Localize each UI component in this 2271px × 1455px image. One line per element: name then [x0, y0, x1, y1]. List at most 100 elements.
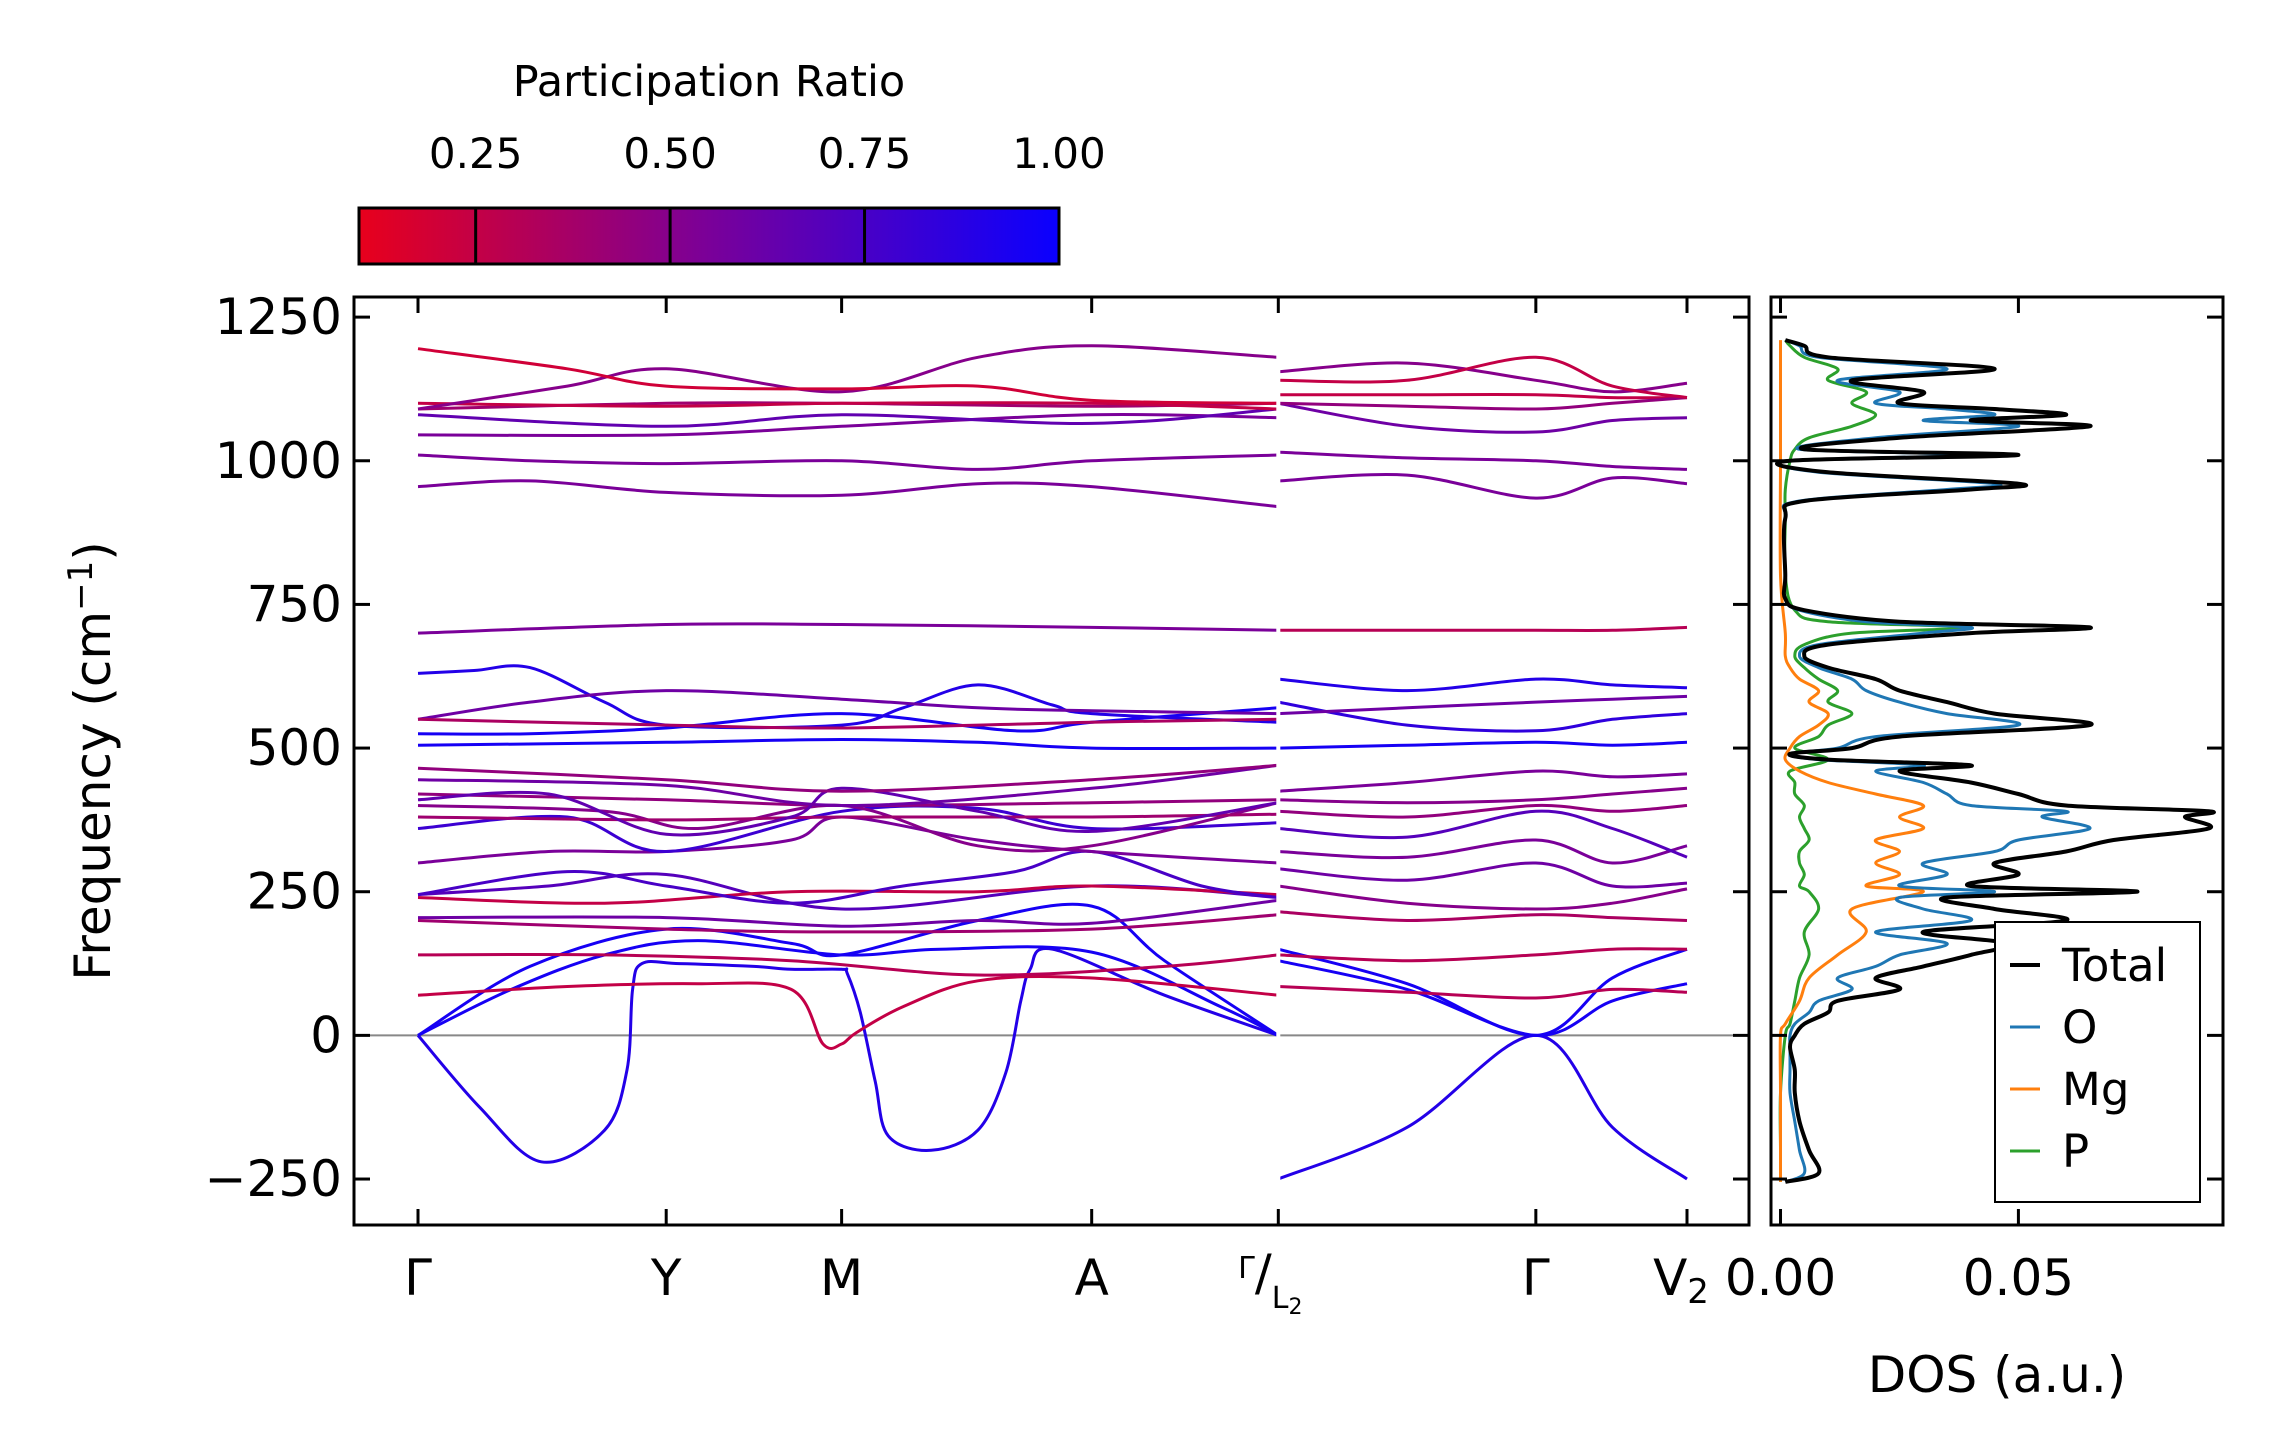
phonon-band	[1278, 677, 1688, 693]
phonon-band	[417, 849, 1279, 905]
phonon-band	[417, 689, 1279, 721]
k-label: Γ	[1522, 1249, 1550, 1307]
colorbar-gradient	[357, 206, 1061, 266]
colorbar: Participation Ratio 0.25 0.50 0.75 1.00	[357, 57, 1106, 266]
k-label: V	[1653, 1249, 1687, 1307]
main-axes-frame	[352, 295, 1751, 1227]
dos-axes-frame	[1769, 295, 2225, 1227]
dos-x-ticks: 0.00 0.05	[1725, 297, 2074, 1307]
legend-label-p: P	[2062, 1125, 2089, 1178]
phonon-band	[1277, 947, 1688, 1037]
legend-box	[1994, 921, 2201, 1203]
k-label: M	[820, 1249, 863, 1307]
phonon-band	[417, 347, 1279, 405]
dos-x-tick-label: 0.05	[1963, 1249, 2074, 1307]
segment-break	[1276, 299, 1281, 1223]
phonon-band	[1278, 786, 1688, 805]
main-k-labels: Γ Y M A Γ/L2Γ V2	[404, 297, 1709, 1320]
phonon-band	[1278, 450, 1688, 471]
phonon-band	[417, 453, 1279, 471]
colorbar-tick-label: 0.25	[429, 129, 523, 178]
phonon-band	[1278, 861, 1688, 889]
k-label: Γ	[404, 1249, 432, 1307]
y-tick-label: 1250	[215, 288, 342, 346]
k-label-pair: Γ/L2	[1238, 1244, 1302, 1320]
phonon-band	[1278, 809, 1688, 859]
phonon-band	[417, 401, 1279, 411]
dos-x-axis-label: DOS (a.u.)	[1868, 1346, 2127, 1404]
phonon-band	[417, 974, 1279, 1050]
phonon-band	[1278, 396, 1688, 411]
phonon-band	[417, 786, 1279, 837]
y-tick-label: 0	[310, 1006, 342, 1064]
dos-curve-total	[1775, 338, 2216, 1184]
k-label-b: L	[1272, 1281, 1289, 1316]
k-label-group: V2	[1653, 1249, 1709, 1312]
phonon-band	[416, 946, 1279, 1164]
dos-y-ticks	[1771, 315, 2223, 1181]
y-axis-label-exp: −1	[61, 561, 101, 611]
dos-legend: Total O Mg P	[1994, 921, 2201, 1203]
y-tick-label: 1000	[215, 432, 342, 490]
k-label: Γ	[1238, 1251, 1255, 1286]
legend-label-o: O	[2062, 1001, 2097, 1054]
phonon-band	[1278, 985, 1688, 1000]
k-label-sub: 2	[1687, 1272, 1709, 1312]
k-label-separator: /	[1255, 1244, 1272, 1302]
phonon-band	[417, 913, 1279, 934]
y-axis-label-close: )	[64, 541, 122, 561]
dos-curve-mg	[1778, 340, 1925, 1182]
phonon-bands	[354, 299, 1749, 1223]
phonon-band	[1278, 769, 1688, 793]
phonon-band	[1278, 884, 1688, 911]
colorbar-title: Participation Ratio	[513, 57, 906, 107]
phonon-band	[417, 884, 1279, 905]
phonon-band	[1278, 355, 1688, 400]
phonon-band	[417, 412, 1279, 438]
phonon-band	[417, 479, 1279, 509]
phonon-band	[1278, 472, 1688, 500]
phonon-band	[1278, 625, 1688, 633]
y-tick-label: 500	[247, 719, 342, 777]
legend-label-total: Total	[2061, 939, 2167, 992]
dos-curve-p	[1778, 339, 1973, 1182]
phonon-band	[1278, 740, 1688, 750]
dos-x-tick-label: 0.00	[1725, 1249, 1836, 1307]
phonon-band	[417, 804, 1279, 854]
k-label: Y	[650, 1249, 682, 1307]
phonon-band	[1278, 947, 1688, 963]
phonon-band	[417, 717, 1279, 730]
phonon-band	[1278, 401, 1688, 434]
k-label: A	[1075, 1249, 1109, 1307]
phonon-band	[417, 815, 1279, 865]
phonon-band	[417, 738, 1279, 750]
phonon-band	[1278, 361, 1688, 394]
y-tick-label: 750	[247, 575, 342, 633]
y-tick-label: −250	[205, 1150, 342, 1208]
phonon-band	[417, 622, 1279, 635]
phonon-band	[1278, 392, 1688, 400]
phonon-band	[417, 898, 1279, 928]
main-y-ticks: −250 0 250 500 750 1000 1250	[205, 288, 1749, 1208]
dos-plot: 0.00 0.05 DOS (a.u.) Total O Mg P	[1725, 295, 2225, 1404]
k-label-b-sub: 2	[1288, 1295, 1302, 1320]
phonon-band	[1278, 910, 1688, 923]
phonon-band	[1278, 700, 1688, 733]
phonon-band	[417, 407, 1279, 428]
phonon-band	[417, 812, 1279, 822]
phonon-band	[417, 953, 1279, 977]
phonon-band	[1278, 838, 1688, 865]
colorbar-ticks: 0.25 0.50 0.75 1.00	[429, 129, 1106, 264]
colorbar-tick-label: 0.50	[623, 129, 717, 178]
phonon-band	[1278, 803, 1688, 819]
legend-label-mg: Mg	[2062, 1063, 2129, 1116]
colorbar-tick-label: 1.00	[1012, 129, 1106, 178]
dos-curves	[1775, 338, 2216, 1184]
colorbar-tick-label: 0.75	[818, 129, 912, 178]
phonon-band	[417, 792, 1279, 808]
phonon-band	[1277, 1033, 1688, 1181]
phonon-band	[417, 763, 1279, 793]
y-tick-label: 250	[247, 863, 342, 921]
